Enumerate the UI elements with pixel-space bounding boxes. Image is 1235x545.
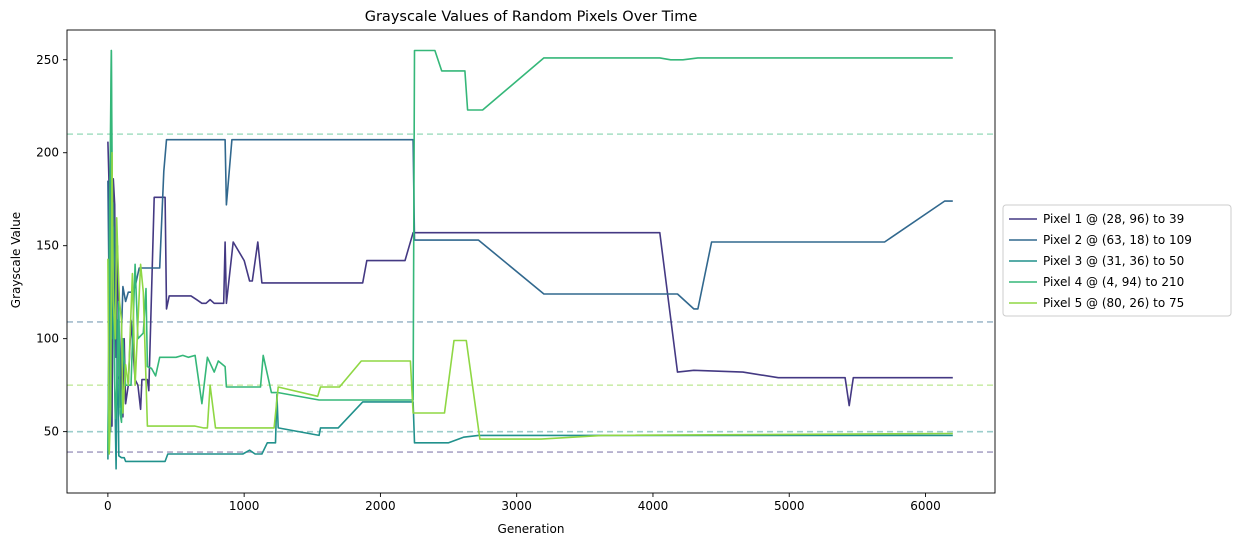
y-axis: 50 100 150 200 250 <box>36 53 67 439</box>
y-tick-label: 150 <box>36 239 59 253</box>
series-line-pixel-4 <box>107 49 953 451</box>
x-tick-label: 0 <box>104 499 112 513</box>
x-tick-label: 2000 <box>365 499 396 513</box>
y-tick-label: 200 <box>36 146 59 160</box>
x-tick-label: 6000 <box>910 499 941 513</box>
plot-area-frame <box>66 29 996 494</box>
legend-label-pixel-5: Pixel 5 @ (80, 26) to 75 <box>1043 296 1184 310</box>
legend-label-pixel-3: Pixel 3 @ (31, 36) to 50 <box>1043 254 1184 268</box>
x-tick-label: 4000 <box>638 499 669 513</box>
legend-box <box>1002 204 1232 317</box>
target-lines <box>67 133 995 453</box>
y-tick-label: 250 <box>36 53 59 67</box>
series-line-pixel-5 <box>107 151 953 455</box>
series-lines <box>107 49 953 470</box>
x-axis-title: Generation <box>498 522 565 536</box>
legend-label-pixel-4: Pixel 4 @ (4, 94) to 210 <box>1043 275 1184 289</box>
y-axis-title: Grayscale Value <box>9 212 23 308</box>
x-axis: 0 1000 2000 3000 4000 5000 6000 <box>104 493 941 513</box>
x-tick-label: 3000 <box>501 499 532 513</box>
legend-label-pixel-1: Pixel 1 @ (28, 96) to 39 <box>1043 212 1184 226</box>
x-tick-label: 5000 <box>774 499 805 513</box>
x-tick-label: 1000 <box>229 499 260 513</box>
chart-title: Grayscale Values of Random Pixels Over T… <box>365 9 698 25</box>
legend: Pixel 1 @ (28, 96) to 39 Pixel 2 @ (63, 1… <box>1002 204 1232 317</box>
y-tick-label: 50 <box>44 425 59 439</box>
legend-label-pixel-2: Pixel 2 @ (63, 18) to 109 <box>1043 233 1192 247</box>
y-tick-label: 100 <box>36 332 59 346</box>
